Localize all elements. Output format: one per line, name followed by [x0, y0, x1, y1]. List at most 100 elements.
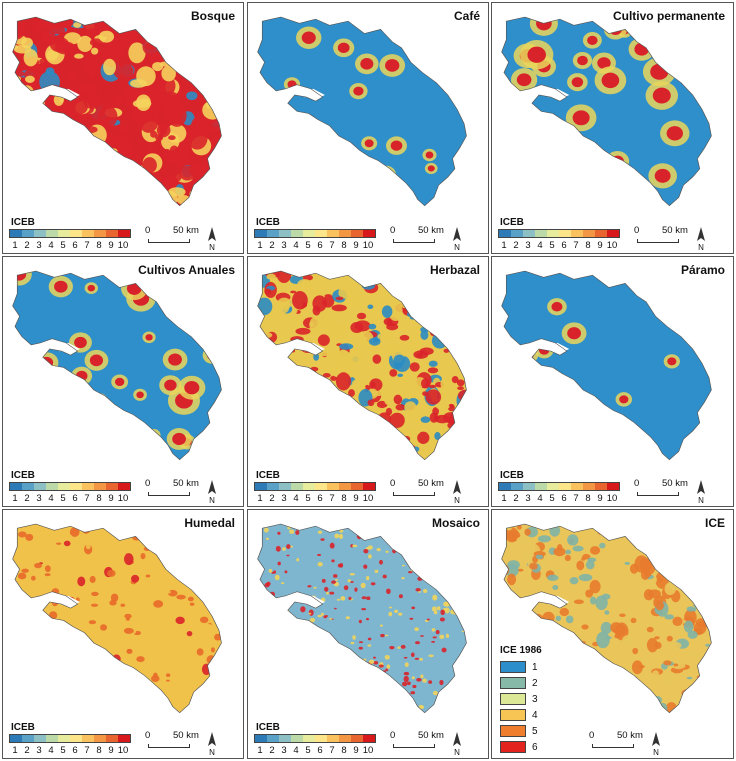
index-patch [443, 348, 450, 353]
index-patch [609, 643, 616, 649]
index-patch [560, 635, 566, 642]
index-patch [400, 644, 406, 649]
index-patch [664, 563, 673, 572]
index-patch [345, 616, 350, 620]
index-patch [179, 165, 196, 181]
index-patch [600, 621, 612, 635]
index-halo [543, 120, 557, 132]
index-patch [553, 547, 566, 557]
legend-tick-labels: 1 2 3 4 5 6 7 8 9 10 [9, 493, 129, 504]
index-patch [20, 93, 33, 100]
scale-zero-label: 0 [390, 478, 396, 489]
index-patch [315, 428, 326, 437]
index-patch [642, 532, 654, 541]
index-patch [464, 585, 467, 591]
index-patch [193, 26, 212, 39]
legend-color-swatch [571, 230, 583, 237]
index-hotspot [168, 353, 182, 366]
index-patch [14, 152, 26, 165]
index-patch [265, 537, 269, 541]
map-panel-herbazal: Herbazal ICEB 1 2 3 4 5 6 7 8 9 10 0 50 km N [247, 256, 489, 507]
color-ramp-legend [498, 229, 620, 238]
index-hotspot [563, 176, 580, 192]
legend-color-swatch [363, 230, 375, 237]
north-label: N [454, 243, 460, 252]
index-patch [420, 326, 430, 333]
index-halo [144, 279, 164, 297]
index-patch [415, 307, 427, 315]
index-patch [543, 665, 555, 676]
index-patch [201, 663, 212, 675]
legend-color-swatch [70, 483, 82, 490]
index-patch [268, 656, 272, 661]
legend-color-swatch [303, 230, 315, 237]
index-patch [14, 176, 24, 185]
index-halo [645, 24, 669, 45]
legend-class-label: 5 [532, 725, 538, 737]
legend-tick-label: 3 [36, 240, 42, 251]
index-halo [363, 161, 385, 180]
index-hotspot [571, 77, 584, 88]
legend-tick-label: 9 [597, 240, 603, 251]
legend-color-swatch [327, 483, 339, 490]
index-patch [215, 551, 222, 560]
index-patch [644, 695, 651, 703]
index-patch [589, 596, 597, 605]
legend-tick-label: 10 [117, 745, 129, 756]
index-patch [449, 690, 453, 694]
index-patch [266, 441, 277, 447]
index-patch [379, 559, 383, 565]
index-patch [428, 680, 433, 684]
index-patch [552, 647, 562, 652]
index-patch [156, 123, 171, 138]
legend-tick-label: 10 [117, 493, 129, 504]
index-patch [50, 140, 69, 163]
index-patch [302, 631, 308, 635]
index-halo [202, 346, 222, 364]
scale-bar-line [637, 239, 679, 243]
index-patch [314, 634, 318, 637]
legend-color-swatch [523, 230, 535, 237]
index-patch [524, 614, 536, 626]
index-patch [368, 323, 377, 330]
index-patch [520, 603, 526, 610]
index-patch [610, 622, 623, 633]
index-patch [459, 301, 466, 310]
index-patch [97, 105, 118, 128]
index-patch [350, 641, 355, 645]
index-patch [421, 378, 430, 389]
index-patch [275, 660, 281, 664]
legend-color-swatch [291, 230, 303, 237]
index-patch [332, 406, 347, 423]
legend-color-swatch [595, 230, 607, 237]
legend-tick-label: 2 [513, 493, 519, 504]
index-hotspot [151, 277, 161, 286]
land-area [257, 524, 467, 713]
index-patch [176, 594, 186, 600]
index-patch [27, 600, 37, 611]
index-patch [672, 616, 683, 627]
index-patch [542, 645, 550, 653]
index-patch [103, 58, 116, 76]
index-patch [209, 167, 222, 180]
index-patch [270, 660, 275, 664]
index-patch [328, 352, 339, 360]
index-patch [453, 408, 466, 421]
index-patch [686, 676, 693, 680]
index-patch [348, 349, 363, 365]
index-patch [207, 62, 222, 74]
index-patch [130, 23, 143, 30]
legend-color-swatch [82, 230, 94, 237]
index-patch [459, 570, 464, 575]
index-patch [280, 623, 285, 628]
index-patch [378, 681, 383, 684]
index-patch [432, 690, 438, 696]
north-arrow-icon: N [206, 732, 218, 757]
index-patch [56, 542, 62, 545]
index-patch [343, 400, 351, 405]
index-patch [324, 586, 329, 592]
scale-bar-line [592, 744, 634, 748]
index-patch [501, 576, 505, 580]
index-patch [345, 437, 357, 449]
legend-tick-label: 7 [329, 493, 335, 504]
